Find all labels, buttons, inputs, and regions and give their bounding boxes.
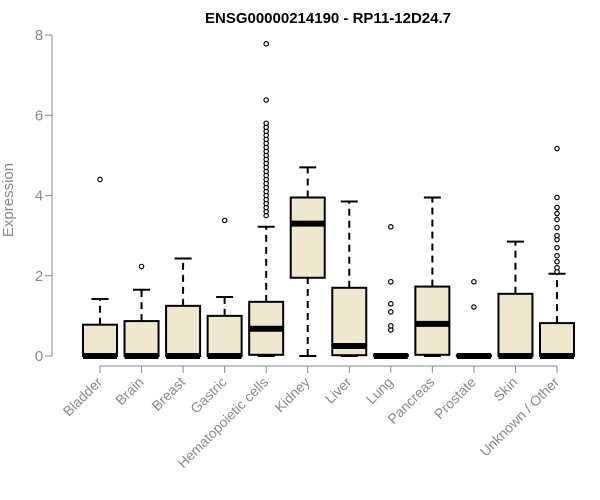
box-7-outlier-4 [388,278,394,285]
y-tick-label-3: 6 [35,107,43,124]
x-tick-label-5: Kidney [271,374,313,416]
box-0 [82,176,118,359]
box-2 [165,257,202,359]
box-11-outlier-4 [554,244,560,251]
box-6 [331,200,368,357]
box-11-outlier-8 [554,216,560,223]
x-tick-label-6: Liver [322,374,355,407]
box-3-outlier-0 [221,217,228,224]
x-tick-label-1: Brain [112,374,146,408]
box-11-outlier-7 [554,224,560,231]
box-5-body [289,196,326,279]
box-7 [372,223,409,359]
box-11-body [539,322,575,358]
box-11-outlier-3 [554,252,560,259]
box-8-body [414,285,451,356]
box-4-outlier-23 [263,120,269,127]
x-tick-label-10: Skin [490,374,521,405]
y-tick-label-1: 2 [35,268,43,285]
x-tick-label-11: Unknown / Other [477,374,563,460]
x-tick-label-2: Breast [148,374,188,414]
y-axis: 0 2 4 6 8 [35,27,53,365]
box-11-outlier-10 [554,204,560,211]
box-10-body [497,292,534,357]
box-9 [455,278,492,359]
box-3 [206,217,243,359]
y-axis-label: Expression [0,163,17,237]
y-tick-label-4: 8 [35,27,43,44]
box-4 [248,41,285,357]
y-tick-label-2: 4 [35,188,43,205]
box-11-outlier-12 [554,145,560,152]
box-10 [497,240,534,359]
box-0-outlier-0 [97,176,103,183]
box-11-outlier-9 [554,210,560,217]
chart-title: ENSG00000214190 - RP11-12D24.7 [205,10,451,27]
box-4-outlier-24 [263,97,269,103]
box-11-outlier-11 [554,194,560,201]
box-2-body [165,304,202,357]
box-7-outlier-1 [388,323,394,329]
box-11-outlier-6 [554,232,560,239]
box-11-outlier-1 [554,264,560,271]
box-series [82,41,575,359]
box-3-body [206,314,243,357]
box-5 [289,166,326,357]
box-0-body [82,323,118,358]
box-1 [123,263,160,359]
x-tick-label-9: Prostate [431,374,479,422]
box-9-outlier-0 [471,304,477,310]
x-tick-label-0: Bladder [60,374,106,420]
box-7-outlier-2 [388,309,394,315]
box-7-outlier-3 [388,301,394,307]
y-tick-label-0: 0 [35,348,43,365]
box-8 [414,196,451,357]
box-7-outlier-5 [388,223,394,230]
box-1-outlier-0 [138,263,145,270]
x-tick-label-7: Lung [363,374,396,407]
box-11-outlier-2 [554,258,560,265]
box-4-outlier-25 [263,41,269,47]
box-11 [539,145,575,359]
box-1-body [123,320,160,357]
box-9-outlier-1 [471,278,477,285]
